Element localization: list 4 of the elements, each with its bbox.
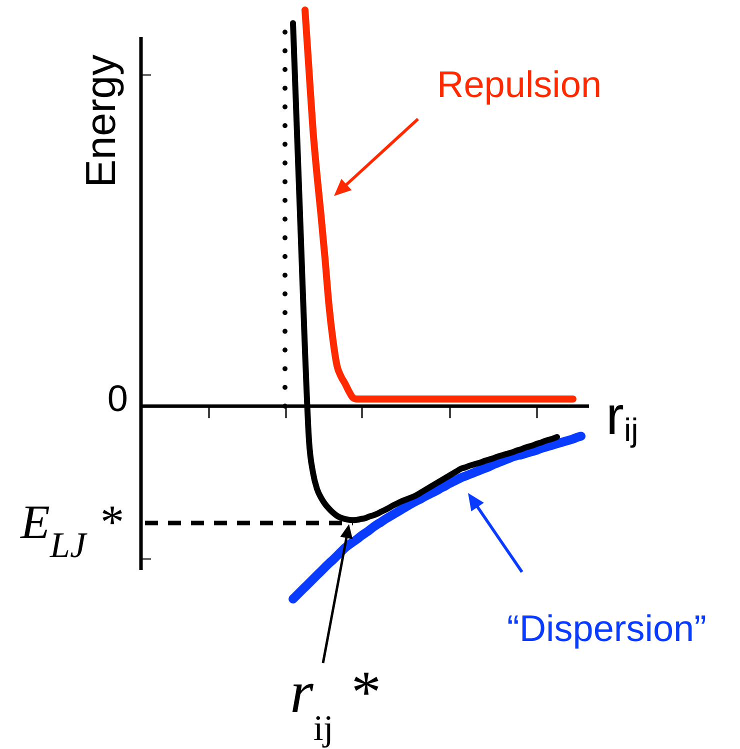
text: “Dispersion” [507,608,706,649]
text: 0 [107,378,128,420]
y-axis-title: Energy [77,54,124,188]
text: Repulsion [437,64,602,105]
